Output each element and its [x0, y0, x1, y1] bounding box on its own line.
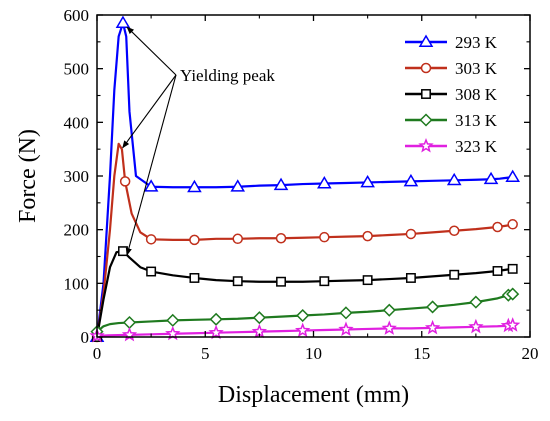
- data-point: [362, 275, 373, 286]
- data-point: [232, 233, 243, 245]
- data-point: [381, 320, 397, 335]
- data-point: [424, 319, 441, 335]
- data-point: [382, 303, 396, 317]
- legend-swatch-marker: [418, 137, 434, 153]
- data-point: [426, 300, 440, 314]
- data-point: [469, 295, 483, 309]
- data-point: [252, 311, 266, 325]
- data-point: [119, 176, 131, 187]
- series-1: [91, 142, 518, 343]
- data-point: [232, 276, 243, 287]
- x-tick-label: 0: [93, 344, 102, 363]
- data-point: [507, 219, 518, 230]
- data-point: [446, 172, 462, 186]
- data-point: [360, 174, 375, 188]
- legend-item: 293 K: [405, 33, 498, 52]
- data-point: [507, 263, 518, 274]
- data-point: [275, 233, 287, 244]
- data-point: [468, 318, 484, 334]
- data-point: [145, 234, 157, 245]
- data-point: [449, 269, 460, 280]
- data-point: [121, 326, 138, 342]
- y-axis-title: Force (N): [15, 129, 41, 223]
- y-tick-label: 0: [81, 328, 90, 347]
- data-point: [209, 312, 223, 326]
- y-tick-label: 200: [64, 221, 90, 240]
- data-point: [146, 266, 157, 277]
- legend-label: 323 K: [455, 137, 498, 156]
- data-point: [505, 169, 520, 183]
- legend-label: 293 K: [455, 33, 498, 52]
- data-point: [405, 228, 417, 240]
- data-point: [483, 171, 499, 185]
- series-0: [89, 15, 520, 342]
- annotation-label: Yielding peak: [180, 66, 275, 85]
- series-line: [95, 250, 513, 338]
- y-tick-label: 400: [64, 113, 90, 132]
- data-point: [492, 266, 503, 276]
- data-point: [319, 231, 330, 243]
- data-point: [166, 313, 180, 327]
- legend-swatch-marker: [419, 113, 433, 127]
- x-tick-label: 15: [413, 344, 430, 363]
- y-tick-label: 600: [64, 6, 90, 25]
- data-point: [189, 273, 200, 283]
- legend-swatch-marker: [421, 89, 431, 99]
- data-point: [118, 246, 128, 257]
- legend-swatch-marker: [418, 34, 434, 47]
- data-point: [362, 230, 373, 242]
- annotation-layer: Yielding peak: [122, 26, 275, 256]
- x-axis-title: Displacement (mm): [218, 382, 409, 408]
- data-point: [296, 308, 310, 323]
- data-point: [403, 173, 419, 187]
- data-point: [506, 287, 520, 301]
- y-tick-label: 100: [64, 274, 90, 293]
- legend-label: 313 K: [455, 111, 498, 130]
- data-point: [115, 15, 131, 28]
- annotation-arrow: [126, 26, 177, 76]
- data-point: [273, 177, 289, 191]
- legend-swatch-marker: [420, 62, 432, 74]
- legend-label: 303 K: [455, 59, 498, 78]
- legend-item: 303 K: [405, 59, 498, 78]
- data-point: [505, 317, 521, 332]
- legend-item: 313 K: [405, 111, 498, 130]
- x-tick-label: 10: [305, 344, 322, 363]
- series-line: [95, 142, 513, 338]
- series-line: [96, 324, 513, 338]
- legend: 293 K 303 K 308 K 313 K 323 K: [405, 33, 498, 156]
- data-point: [189, 234, 200, 246]
- legend-label: 308 K: [455, 85, 498, 104]
- y-tick-label: 300: [64, 167, 90, 186]
- data-point: [276, 276, 286, 287]
- data-point: [230, 179, 246, 192]
- legend-item: 323 K: [405, 137, 498, 156]
- data-point: [448, 225, 460, 236]
- data-point: [492, 221, 503, 233]
- data-point: [339, 306, 353, 320]
- x-tick-label: 5: [201, 344, 210, 363]
- data-point: [143, 179, 159, 192]
- x-tick-label: 20: [522, 344, 539, 363]
- series-layer: [89, 15, 521, 343]
- series-4: [89, 317, 521, 343]
- data-point: [317, 176, 332, 189]
- data-point: [319, 276, 330, 287]
- data-point: [122, 315, 137, 330]
- y-tick-label: 500: [64, 60, 90, 79]
- annotation-arrow: [125, 74, 177, 256]
- data-point: [295, 322, 311, 338]
- legend-item: 308 K: [405, 85, 498, 104]
- data-point: [338, 321, 354, 337]
- data-point: [187, 179, 202, 193]
- data-point: [405, 273, 416, 283]
- annotation-arrow: [122, 74, 177, 149]
- data-point: [208, 324, 224, 340]
